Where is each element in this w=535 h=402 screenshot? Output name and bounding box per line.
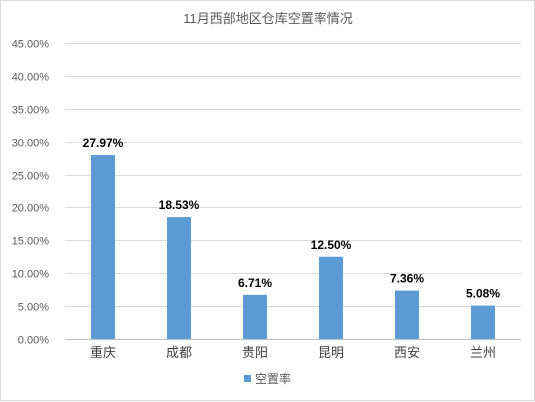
x-axis-categories: 重庆 成都 贵阳 昆明 西安 兰州 [90, 345, 496, 360]
y-tick-label: 10.00% [12, 269, 50, 281]
y-tick-label: 15.00% [12, 236, 50, 248]
data-label: 5.08% [466, 287, 500, 301]
data-label: 12.50% [311, 238, 352, 252]
gridlines [65, 43, 521, 340]
data-label: 6.71% [238, 276, 272, 290]
x-category-label: 兰州 [470, 345, 496, 360]
y-tick-label: 30.00% [12, 138, 50, 150]
bar [167, 217, 191, 339]
data-label: 27.97% [83, 136, 124, 150]
bar [471, 305, 495, 339]
y-tick-label: 20.00% [12, 203, 50, 215]
x-category-label: 西安 [394, 345, 420, 360]
x-category-label: 重庆 [90, 345, 116, 360]
legend: 空置率 [244, 371, 291, 386]
y-tick-label: 5.00% [18, 302, 49, 314]
y-tick-label: 35.00% [12, 105, 50, 117]
data-label: 7.36% [390, 272, 424, 286]
bars [91, 155, 495, 339]
bar [395, 290, 419, 339]
data-label: 18.53% [159, 198, 200, 212]
bar [243, 294, 267, 339]
legend-label: 空置率 [255, 371, 291, 386]
x-category-label: 昆明 [318, 345, 344, 360]
y-tick-label: 0.00% [18, 335, 49, 347]
bar [91, 155, 115, 339]
bar [319, 256, 343, 339]
y-tick-label: 40.00% [12, 72, 50, 84]
chart-title: 11月西部地区仓库空置率情况 [183, 11, 353, 26]
legend-swatch [244, 375, 251, 382]
y-tick-label: 45.00% [12, 39, 50, 51]
y-tick-label: 25.00% [12, 171, 50, 183]
x-category-label: 成都 [166, 345, 192, 360]
data-labels: 27.97% 18.53% 6.71% 12.50% 7.36% 5.08% [83, 136, 501, 301]
x-category-label: 贵阳 [242, 345, 268, 360]
y-axis-ticks: 0.00% 5.00% 10.00% 15.00% 20.00% 25.00% 30.00%… [12, 39, 50, 347]
